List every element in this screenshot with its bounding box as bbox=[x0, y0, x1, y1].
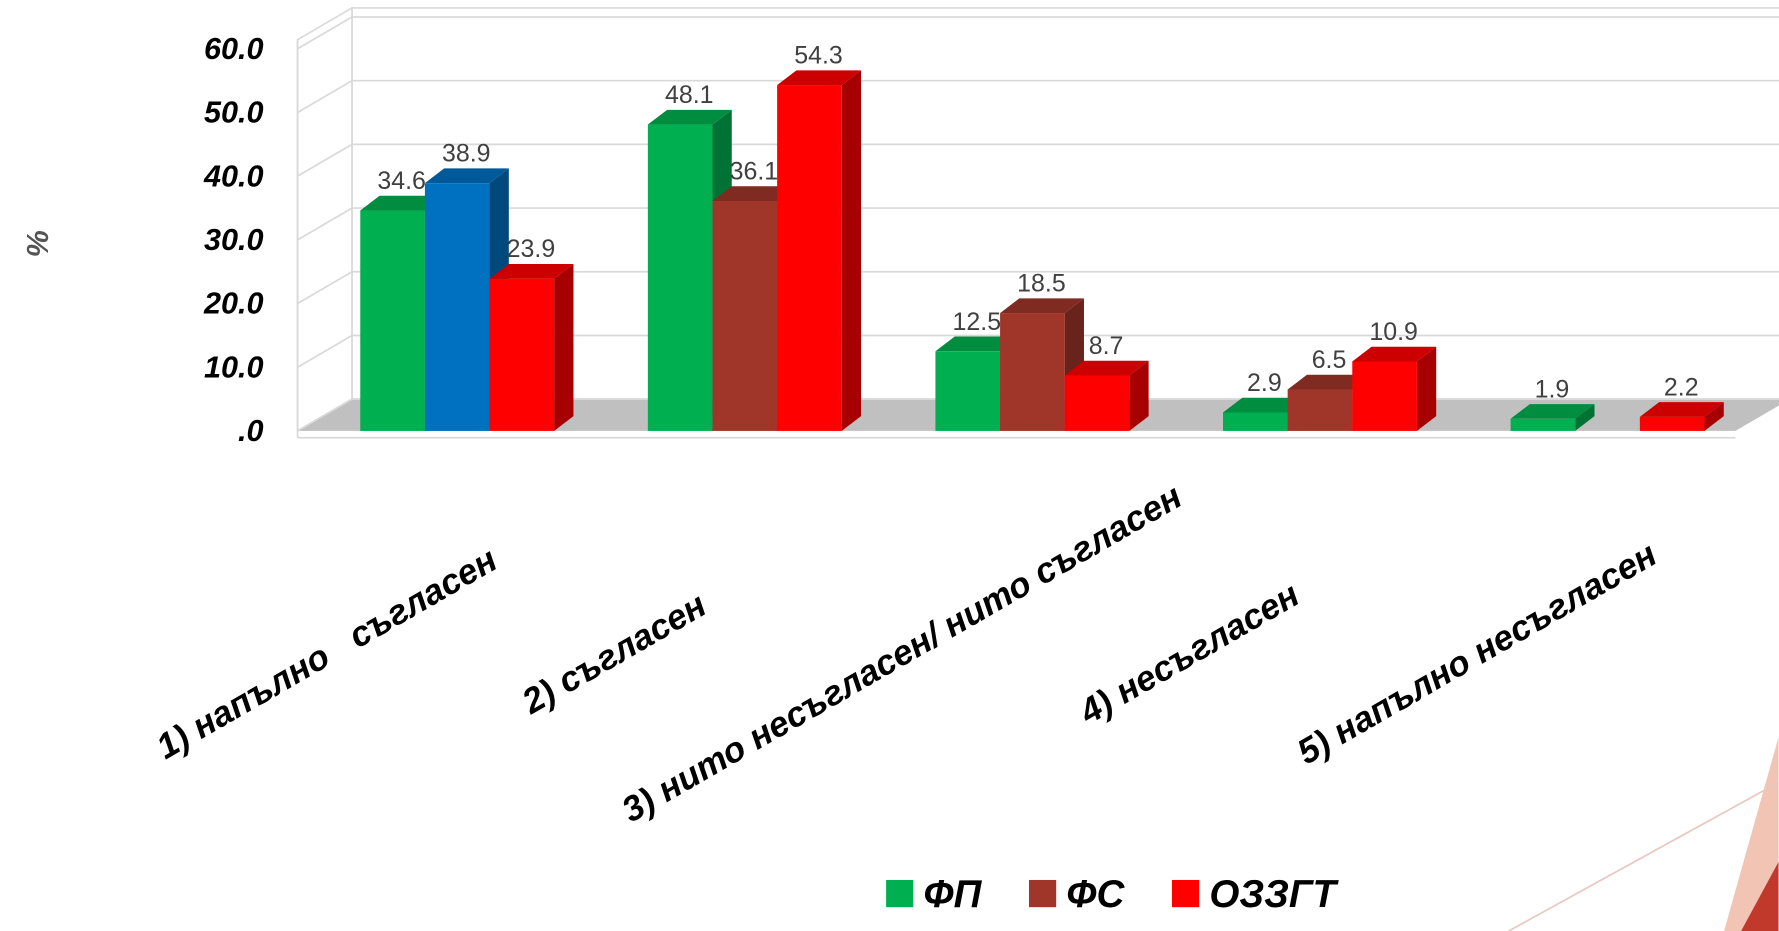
bar-front bbox=[935, 351, 1001, 431]
x-tick-label: 3) нито несъгласен/ нито съгласен bbox=[615, 477, 1188, 830]
bar-front bbox=[647, 124, 713, 431]
data-label: 2.2 bbox=[1664, 373, 1699, 401]
legend-label: ФС bbox=[1066, 873, 1125, 916]
y-tick-label: 50.0 bbox=[204, 96, 264, 130]
y-tick-label: 60.0 bbox=[204, 32, 264, 66]
bar-top bbox=[1000, 298, 1084, 314]
data-label: 54.3 bbox=[794, 42, 843, 70]
bar-top bbox=[424, 168, 509, 184]
grid-line bbox=[297, 398, 353, 432]
data-label: 1.9 bbox=[1535, 375, 1570, 403]
decor bbox=[1508, 781, 1779, 931]
bar-front bbox=[1510, 418, 1576, 431]
bar-top bbox=[489, 263, 574, 279]
x-tick-label: 2) съгласен bbox=[515, 585, 713, 722]
bar-front bbox=[1639, 416, 1705, 431]
legend-label: ФП bbox=[924, 873, 983, 916]
bar-front bbox=[360, 210, 425, 431]
data-label: 2.9 bbox=[1247, 369, 1282, 397]
bar-top bbox=[1064, 360, 1149, 376]
bar-side bbox=[841, 70, 862, 431]
bar-top bbox=[360, 195, 445, 211]
grid-line bbox=[297, 16, 353, 50]
bar-top bbox=[1287, 374, 1372, 390]
grid-line bbox=[297, 143, 353, 177]
legend-label: ОЗЗГТ bbox=[1209, 873, 1339, 916]
bar-top bbox=[777, 70, 862, 86]
bar-front bbox=[777, 85, 842, 431]
bar-front bbox=[1223, 412, 1288, 431]
y-tick-label: 20.0 bbox=[203, 287, 264, 321]
data-label: 36.1 bbox=[730, 157, 779, 185]
bar-top bbox=[1639, 402, 1724, 417]
x-tick-label: 4) несъгласен bbox=[1072, 575, 1306, 732]
bar-side bbox=[1416, 346, 1437, 431]
grid-line bbox=[297, 79, 353, 114]
data-label: 18.5 bbox=[1017, 270, 1066, 298]
y-axis-label: % bbox=[21, 230, 55, 257]
legend-swatch bbox=[1171, 879, 1200, 908]
bar-side bbox=[1704, 402, 1724, 431]
x-tick-label: 1) напълно съгласен bbox=[150, 540, 504, 767]
grid-line bbox=[297, 334, 353, 368]
bar-top bbox=[1352, 346, 1437, 362]
bar bbox=[1510, 404, 1595, 431]
grid-line bbox=[297, 271, 353, 305]
data-label: 10.9 bbox=[1369, 318, 1418, 346]
bar bbox=[489, 263, 574, 431]
grid-line bbox=[297, 207, 353, 241]
side-wall bbox=[296, 6, 353, 433]
data-label: 23.9 bbox=[507, 235, 556, 263]
bar bbox=[1639, 402, 1724, 431]
legend-swatch bbox=[1028, 879, 1057, 908]
bar-front bbox=[489, 278, 555, 431]
bar-side bbox=[1129, 360, 1149, 431]
data-label: 6.5 bbox=[1312, 346, 1347, 374]
bar-top bbox=[712, 186, 797, 201]
y-tick-label: 10.0 bbox=[204, 350, 264, 384]
data-label: 12.5 bbox=[953, 308, 1002, 336]
bar-side bbox=[1575, 404, 1595, 431]
data-label: 38.9 bbox=[442, 140, 491, 168]
legend-swatch bbox=[886, 879, 914, 908]
x-tick-label: 5) напълно несъгласен bbox=[1291, 535, 1663, 773]
bar-front bbox=[1352, 361, 1417, 431]
y-tick-label: .0 bbox=[238, 414, 264, 448]
bar-top bbox=[935, 336, 1020, 352]
bar-front bbox=[712, 200, 778, 431]
bar bbox=[777, 70, 862, 431]
bar-top bbox=[1223, 397, 1307, 413]
bar-front bbox=[1287, 389, 1353, 431]
data-label: 48.1 bbox=[665, 81, 714, 109]
data-label: 8.7 bbox=[1089, 332, 1124, 360]
bar bbox=[1352, 346, 1437, 431]
decor bbox=[1724, 737, 1779, 931]
data-label: 34.6 bbox=[377, 167, 426, 195]
bar-front bbox=[1064, 375, 1130, 431]
plot: .0 10.0 20.0 30.0 40.0 50.0 60.0 1) напълно съг… bbox=[150, 6, 1779, 916]
bar-top bbox=[647, 109, 732, 125]
bar-top bbox=[1510, 404, 1595, 419]
bar-front bbox=[1000, 313, 1065, 431]
y-tick-label: 30.0 bbox=[204, 223, 264, 257]
bar-front bbox=[424, 183, 490, 431]
bar-side bbox=[554, 263, 574, 431]
bar bbox=[1064, 360, 1149, 431]
y-tick-label: 40.0 bbox=[203, 159, 264, 193]
